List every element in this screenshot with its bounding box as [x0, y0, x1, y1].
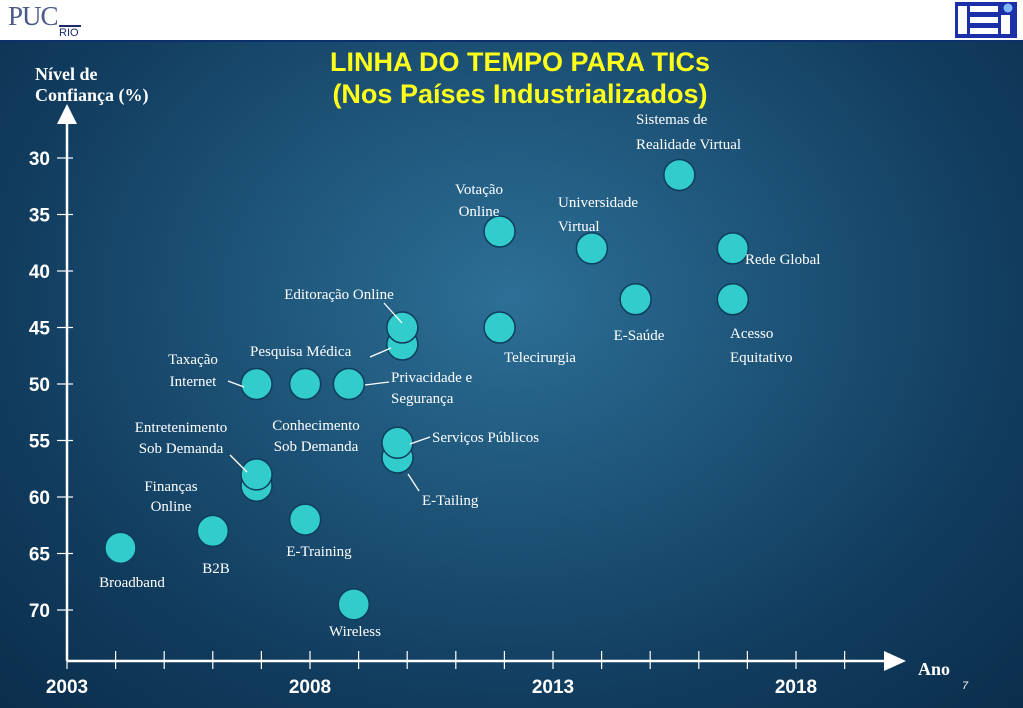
data-point [240, 458, 273, 491]
point-label: E-Saúde [614, 328, 665, 344]
point-label: Votação [455, 182, 503, 198]
leader-line [383, 302, 403, 324]
chart-title-line2: (Nos Países Industrializados) [332, 79, 708, 109]
x-axis-label: Ano [918, 659, 950, 679]
y-tick-label: 65 [29, 545, 51, 566]
page-number: 7 [962, 680, 969, 692]
data-point [381, 426, 414, 460]
y-tick-label: 45 [29, 319, 51, 340]
chart-title-line1: LINHA DO TEMPO PARA TICs [329, 47, 710, 77]
leader-line [369, 347, 392, 358]
point-label: Sob Demanda [139, 441, 224, 457]
point-label: Wireless [329, 624, 381, 640]
data-point [619, 283, 652, 316]
point-label: Editoração Online [284, 287, 394, 303]
leader-line [407, 473, 420, 492]
data-point [663, 158, 696, 192]
x-tick-label: 2018 [775, 677, 817, 698]
header-bar: PUC RIO [0, 0, 1023, 42]
data-point [575, 232, 609, 265]
x-tick-label: 2013 [532, 677, 574, 698]
point-label: Realidade Virtual [636, 137, 741, 153]
point-label: Entretenimento [135, 420, 227, 436]
y-axis-arrow [57, 104, 77, 124]
point-label: Acesso [730, 326, 773, 342]
point-label: B2B [202, 561, 230, 577]
data-point [288, 367, 322, 401]
point-label: Online [151, 499, 192, 515]
point-label: Online [459, 204, 500, 220]
isi-logo [955, 2, 1017, 38]
y-axis-label-line2: Confiança (%) [35, 85, 149, 105]
point-label: Taxação [168, 352, 218, 368]
y-tick-label: 35 [29, 206, 51, 227]
data-point [716, 232, 750, 265]
x-tick-label: 2008 [289, 677, 331, 698]
data-point [196, 514, 230, 548]
data-point [483, 311, 516, 344]
x-tick-label: 2003 [46, 677, 88, 698]
data-point [716, 283, 750, 316]
x-axis-arrow [884, 651, 906, 671]
data-point [104, 531, 137, 565]
point-label: Universidade [558, 195, 638, 211]
point-label: Pesquisa Médica [250, 344, 352, 360]
y-tick-label: 60 [29, 488, 50, 509]
point-label: Sob Demanda [274, 439, 359, 455]
data-point [332, 367, 366, 401]
y-tick-label: 55 [29, 432, 51, 453]
data-point [483, 215, 516, 248]
leader-line [364, 381, 390, 386]
puc-logo: PUC [8, 1, 59, 31]
point-label: Conhecimento [272, 418, 359, 434]
y-tick-label: 70 [29, 601, 50, 622]
point-label: Privacidade e [391, 370, 473, 386]
data-point [386, 311, 419, 344]
point-label: Segurança [391, 391, 454, 407]
point-label: Telecirurgia [504, 350, 576, 366]
data-point [288, 503, 322, 536]
point-label: Internet [170, 374, 217, 390]
y-axis-label: Nível de Confiança (%) [35, 64, 149, 106]
leader-line [409, 436, 431, 445]
rio-logo-sub: RIO [59, 25, 81, 39]
y-tick-label: 40 [29, 262, 50, 283]
point-label: Broadband [99, 575, 165, 591]
data-point [337, 588, 370, 621]
point-label: E-Tailing [422, 493, 479, 509]
data-point [240, 367, 273, 401]
y-tick-label: 50 [29, 375, 50, 396]
point-label: E-Training [286, 544, 352, 560]
y-tick-label: 30 [29, 149, 50, 170]
point-label: Equitativo [730, 350, 793, 366]
point-label: Sistemas de [636, 112, 708, 128]
leader-line [227, 380, 245, 388]
point-label: Serviços Públicos [432, 430, 539, 446]
point-label: Virtual [558, 219, 600, 235]
point-label: Finanças [144, 479, 197, 495]
leader-line [229, 454, 248, 473]
y-axis-label-line1: Nível de [35, 64, 98, 84]
point-label: Rede Global [745, 252, 820, 268]
